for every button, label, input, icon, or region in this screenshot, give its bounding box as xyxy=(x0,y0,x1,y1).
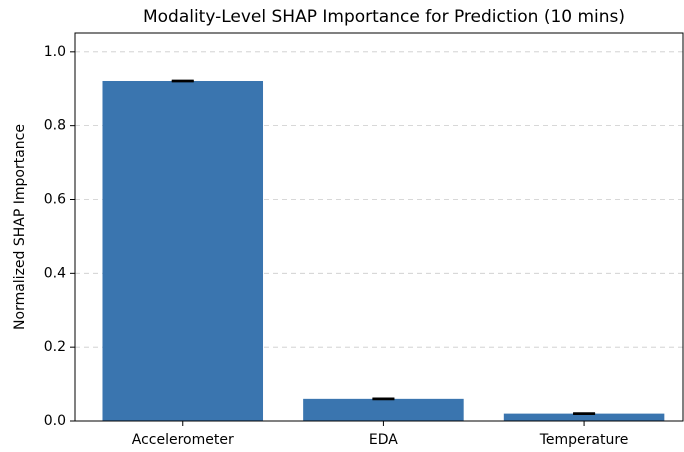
y-tick-label: 0.2 xyxy=(44,339,66,355)
y-tick-label: 0.8 xyxy=(44,118,66,134)
x-tick-label: EDA xyxy=(369,432,398,448)
y-tick-label: 0.0 xyxy=(44,413,66,429)
error-bar xyxy=(372,397,395,401)
y-tick-label: 0.4 xyxy=(44,265,66,281)
bar xyxy=(102,80,264,422)
error-bar xyxy=(573,412,596,415)
chart-title: Modality-Level SHAP Importance for Predi… xyxy=(143,7,625,27)
y-tick-label: 0.6 xyxy=(44,191,66,207)
x-tick-label: Temperature xyxy=(539,432,629,448)
bar xyxy=(503,413,665,421)
plot-frame xyxy=(74,32,684,422)
x-tick-label: Accelerometer xyxy=(132,432,234,448)
error-bar xyxy=(171,79,194,83)
y-axis-label: Normalized SHAP Importance xyxy=(12,124,28,330)
y-tick-label: 1.0 xyxy=(44,44,66,60)
bar xyxy=(303,398,464,421)
